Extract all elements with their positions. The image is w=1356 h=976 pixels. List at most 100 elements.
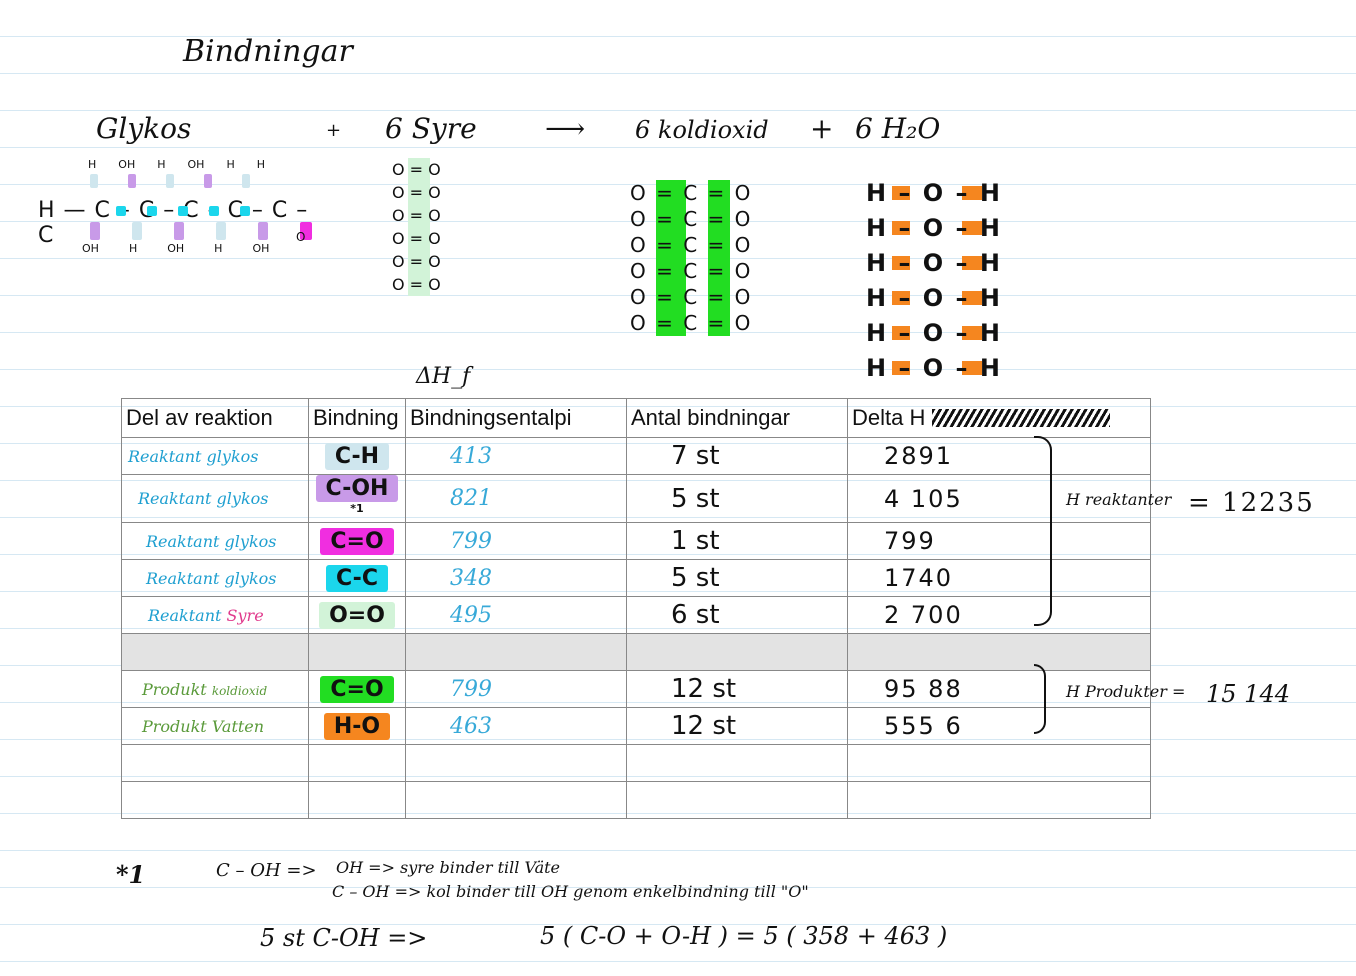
- oxygen-row: O = O: [392, 227, 441, 250]
- bond-badge: H-O: [323, 712, 391, 740]
- glucose-top-oh1: OH: [118, 158, 136, 171]
- table-row: Reaktant glykos C-OH*1 821 5 st 4 105: [121, 473, 1151, 524]
- bond-table: Del av reaktion Bindning Bindningsentalp…: [121, 398, 1151, 820]
- water-row: H – O – H: [866, 176, 1002, 211]
- cell-delta: 2 700: [847, 596, 1151, 635]
- oxygen-row: O = O: [392, 204, 441, 227]
- table-row-empty: [121, 781, 1151, 820]
- header-enthalpy: Bindningsentalpi: [405, 398, 627, 438]
- footnote-line3-b: 5 ( C-O + O-H ) = 5 ( 358 + 463 ): [540, 922, 948, 950]
- glucose-top-h4: H: [256, 158, 265, 171]
- cell-bond: O=O: [308, 596, 406, 635]
- cell-enthalpy: 821: [405, 473, 627, 524]
- water-molecules: H – O – H H – O – H H – O – H H – O – H …: [866, 176, 1002, 386]
- cell-part: Reaktant glykos: [121, 559, 309, 598]
- cell-part: Produkt koldioxid: [121, 670, 309, 709]
- water-row: H – O – H: [866, 246, 1002, 281]
- footnote-line2: C – OH => kol binder till OH genom enkel…: [332, 882, 809, 901]
- footnote-marker: *1: [116, 860, 146, 889]
- water-row: H – O – H: [866, 351, 1002, 386]
- plus-sign-2: +: [810, 112, 834, 145]
- glucose-bottom-oh1: OH: [82, 242, 99, 255]
- bond-badge: C=O: [320, 675, 394, 703]
- cell-enthalpy: 799: [405, 522, 627, 561]
- glucose-bottom-bonds: [90, 222, 312, 240]
- cell-delta: 4 105: [847, 473, 1151, 524]
- glucose-top-h3: H: [226, 158, 235, 171]
- glucose-top-h1: H: [88, 158, 97, 171]
- table-row: Produkt koldioxid C=O 799 12 st 95 88: [121, 670, 1151, 709]
- products-brace: [1034, 664, 1046, 734]
- glucose-top-groups: H OH H OH H H: [88, 158, 328, 171]
- glucose-bottom-oh2: OH: [167, 242, 185, 255]
- oxygen-label: 6 Syre: [385, 112, 477, 145]
- table-row: Reaktant glykos C-C 348 5 st 1740: [121, 559, 1151, 598]
- cell-delta: 555 6: [847, 707, 1151, 746]
- reactants-sum-label: H reaktanter: [1066, 490, 1172, 509]
- reactants-brace: [1034, 436, 1052, 626]
- oxygen-row: O = O: [392, 158, 441, 181]
- cell-part: Reaktant Syre: [121, 596, 309, 635]
- cell-delta: 1740: [847, 559, 1151, 598]
- cell-bond: C=O: [308, 522, 406, 561]
- table-header-row: Del av reaktion Bindning Bindningsentalp…: [121, 398, 1151, 438]
- cell-bond: C-H: [308, 437, 406, 475]
- scribble-mark: [932, 409, 1110, 427]
- cell-count: 5 st: [626, 559, 848, 598]
- footnote-line3-a: 5 st C-OH =>: [260, 924, 428, 952]
- header-delta: Delta H: [847, 398, 1151, 438]
- cell-count: 12 st: [626, 707, 848, 746]
- glucose-top-oh2: OH: [187, 158, 205, 171]
- oxygen-row: O = O: [392, 181, 441, 204]
- footnote-line1-b: OH => syre binder till Väte: [336, 858, 561, 877]
- glucose-cc-bonds: [116, 206, 250, 216]
- reaction-arrow: ⟶: [545, 112, 586, 145]
- glucose-end-o: O: [296, 230, 306, 244]
- cell-delta: 799: [847, 522, 1151, 561]
- cell-bond: C-OH*1: [308, 473, 406, 524]
- cell-delta: 2891: [847, 437, 1151, 475]
- cell-count: 12 st: [626, 670, 848, 709]
- co2-label: 6 koldioxid: [635, 116, 769, 144]
- co2-row: O = C = O: [630, 284, 753, 310]
- cell-count: 7 st: [626, 437, 848, 475]
- plus-sign: +: [326, 120, 342, 141]
- footnote-mark: *1: [350, 502, 364, 515]
- cell-count: 5 st: [626, 473, 848, 524]
- co2-row: O = C = O: [630, 206, 753, 232]
- cell-enthalpy: 348: [405, 559, 627, 598]
- table-row: Reaktant glykos C=O 799 1 st 799: [121, 522, 1151, 561]
- cell-enthalpy: 413: [405, 437, 627, 475]
- glucose-top-bonds: [90, 174, 250, 188]
- products-sum-value: 15 144: [1206, 680, 1290, 708]
- header-bond: Bindning: [308, 398, 406, 438]
- glucose-bottom-h1: H: [128, 242, 138, 255]
- cell-enthalpy: 495: [405, 596, 627, 635]
- page-title: Bindningar: [183, 34, 353, 69]
- glucose-bottom-h2: H: [214, 242, 223, 255]
- glucose-bottom-groups: OH H OH H OH: [82, 242, 269, 255]
- oxygen-row: O = O: [392, 273, 441, 296]
- oxygen-molecules: O = O O = O O = O O = O O = O O = O: [392, 158, 441, 296]
- co2-row: O = C = O: [630, 258, 753, 284]
- glucose-structure: H OH H OH H H H — C – C – C – C – C – C …: [38, 158, 328, 258]
- water-row: H – O – H: [866, 211, 1002, 246]
- header-delta-label: Delta H: [852, 405, 926, 430]
- table-row: Produkt Vatten H-O 463 12 st 555 6: [121, 707, 1151, 746]
- header-count: Antal bindningar: [626, 398, 848, 438]
- water-row: H – O – H: [866, 316, 1002, 351]
- bond-badge: C-OH: [315, 475, 399, 502]
- co2-row: O = C = O: [630, 310, 753, 336]
- cell-enthalpy: 799: [405, 670, 627, 709]
- glucose-chain: H — C – C – C – C – C – C: [38, 198, 309, 248]
- cell-bond: C-C: [308, 559, 406, 598]
- oxygen-row: O = O: [392, 250, 441, 273]
- glucose-label: Glykos: [96, 112, 192, 145]
- delta-hf-label: ΔH_f: [416, 364, 471, 389]
- bond-badge: C-C: [326, 564, 388, 592]
- co2-molecules: O = C = O O = C = O O = C = O O = C = O …: [630, 180, 753, 336]
- cell-bond: H-O: [308, 707, 406, 746]
- co2-row: O = C = O: [630, 180, 753, 206]
- cell-bond: C=O: [308, 670, 406, 709]
- footnote-line1-a: C – OH =>: [216, 860, 317, 881]
